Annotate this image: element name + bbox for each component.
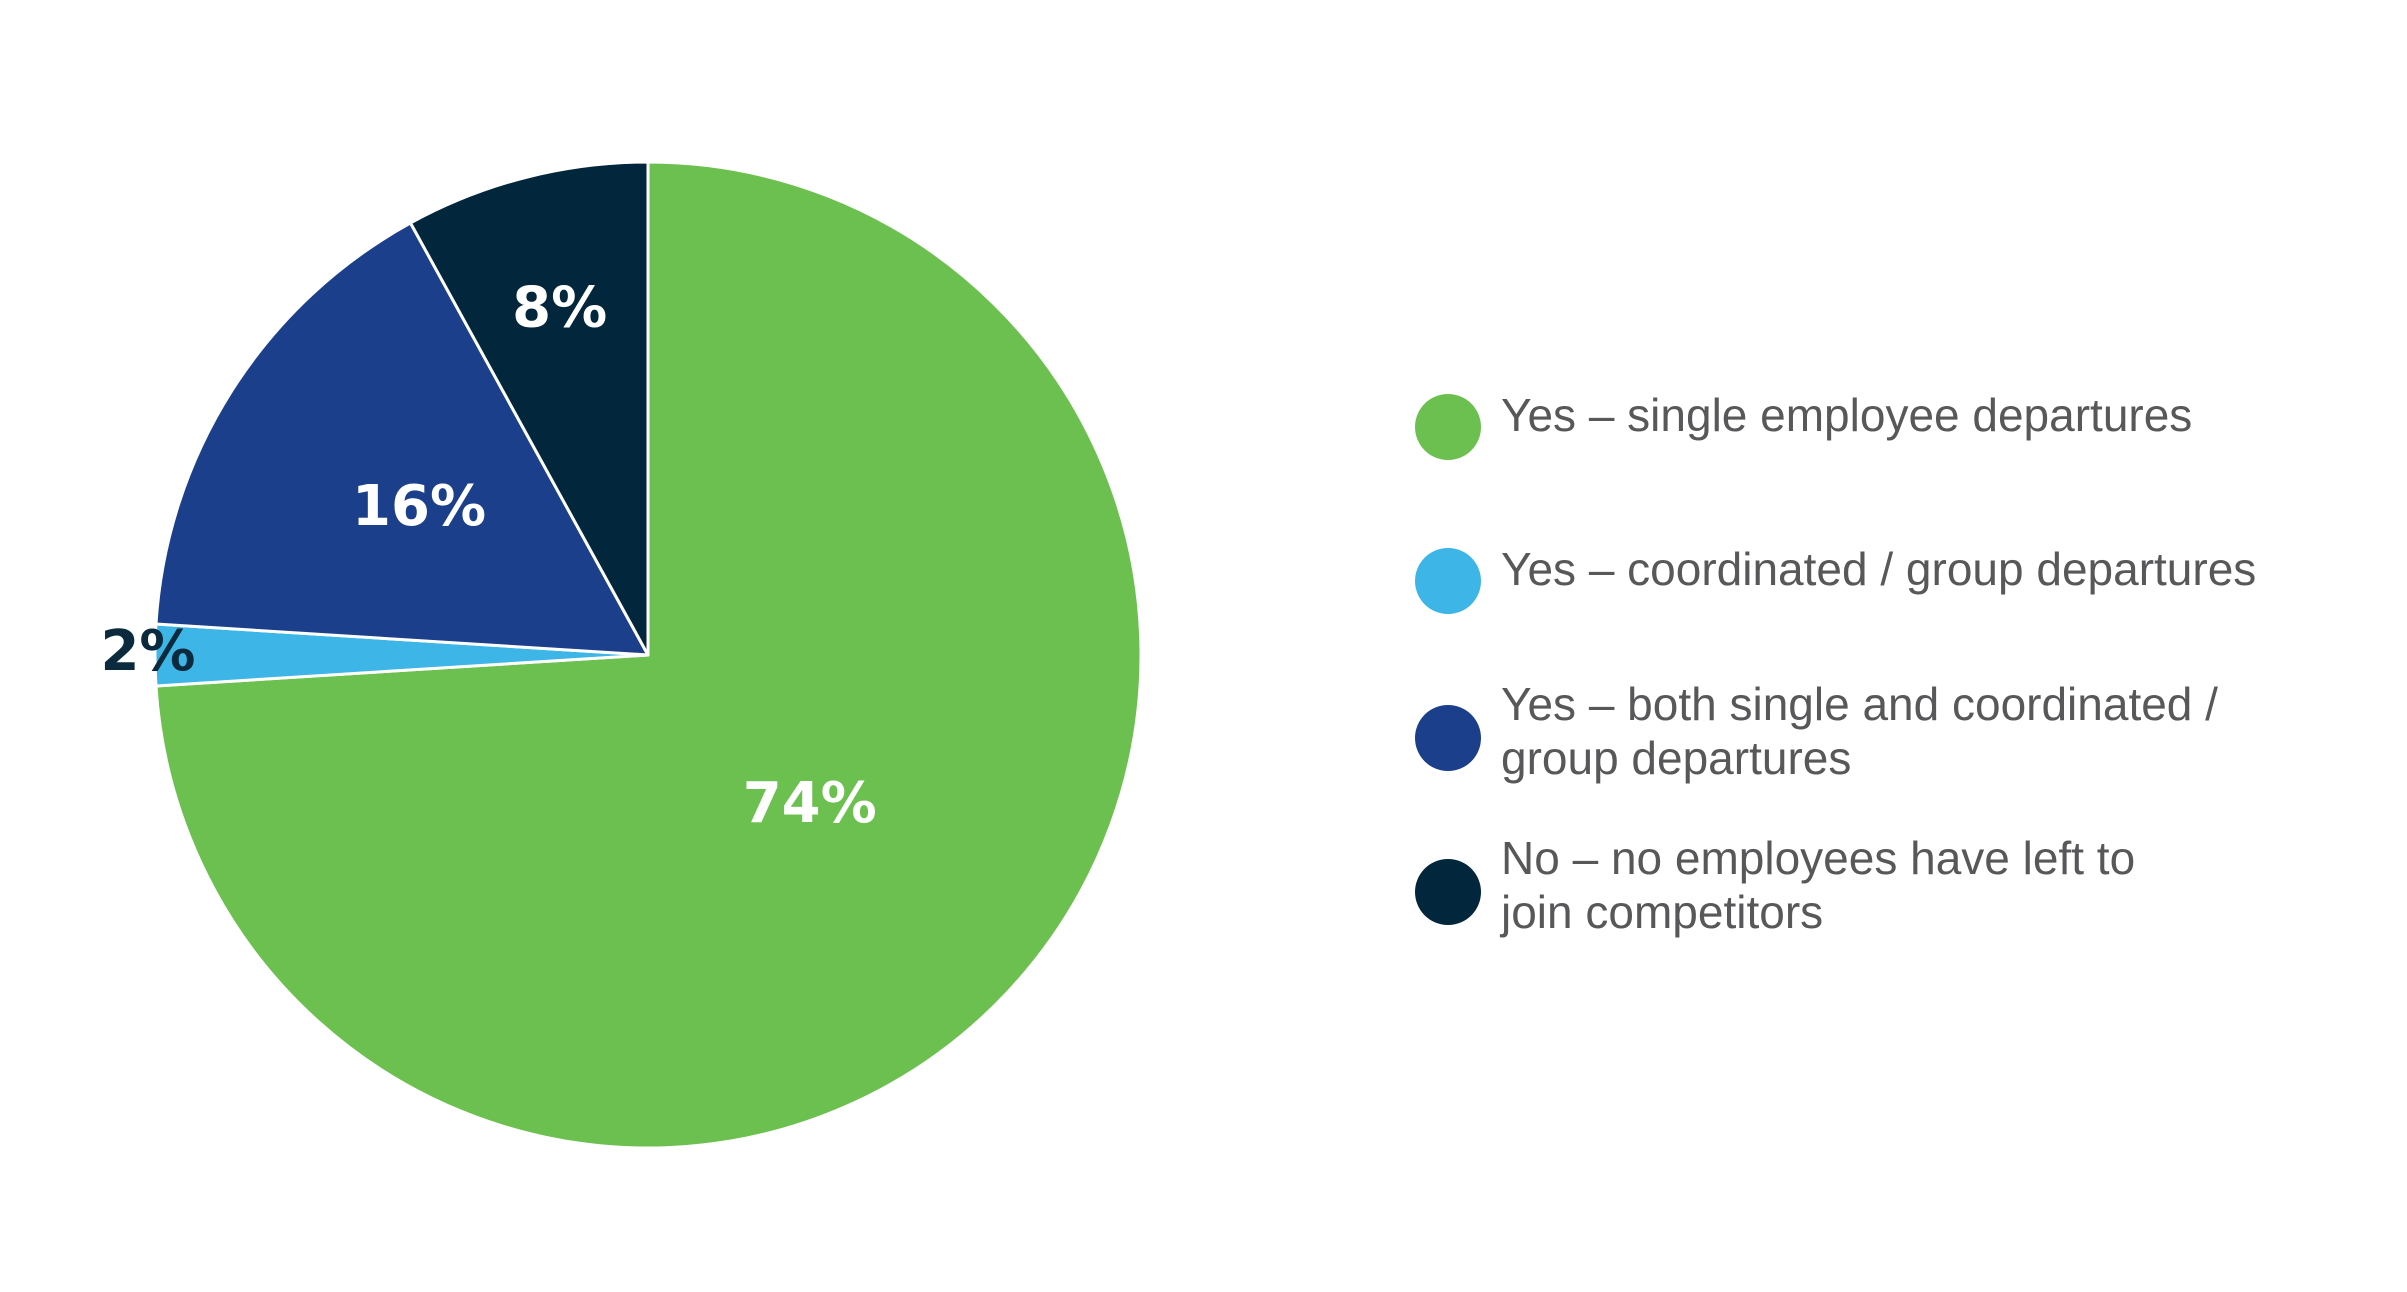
- pie-label-coordinated: 2%: [100, 619, 195, 684]
- legend-swatch-none: [1415, 859, 1481, 925]
- legend-label-single: Yes – single employee departures: [1501, 389, 2193, 441]
- pie-labels: 74% 2% 16% 8%: [100, 275, 876, 836]
- pie-label-single: 74%: [743, 771, 877, 836]
- legend-swatch-coordinated: [1415, 548, 1481, 614]
- legend-swatch-single: [1415, 394, 1481, 460]
- legend-swatch-both: [1415, 705, 1481, 771]
- pie-label-none: 8%: [512, 275, 607, 340]
- pie-slice-none: [408, 160, 650, 657]
- legend-label-both: Yes – both single and coordinated / grou…: [1501, 678, 2218, 784]
- pie-slices: [153, 160, 1143, 1150]
- pie-label-both: 16%: [352, 474, 486, 539]
- pie-slice-both: [154, 221, 650, 657]
- legend-label-none: No – no employees have left to join comp…: [1501, 832, 2136, 938]
- legend-label-coordinated: Yes – coordinated / group departures: [1501, 543, 2257, 595]
